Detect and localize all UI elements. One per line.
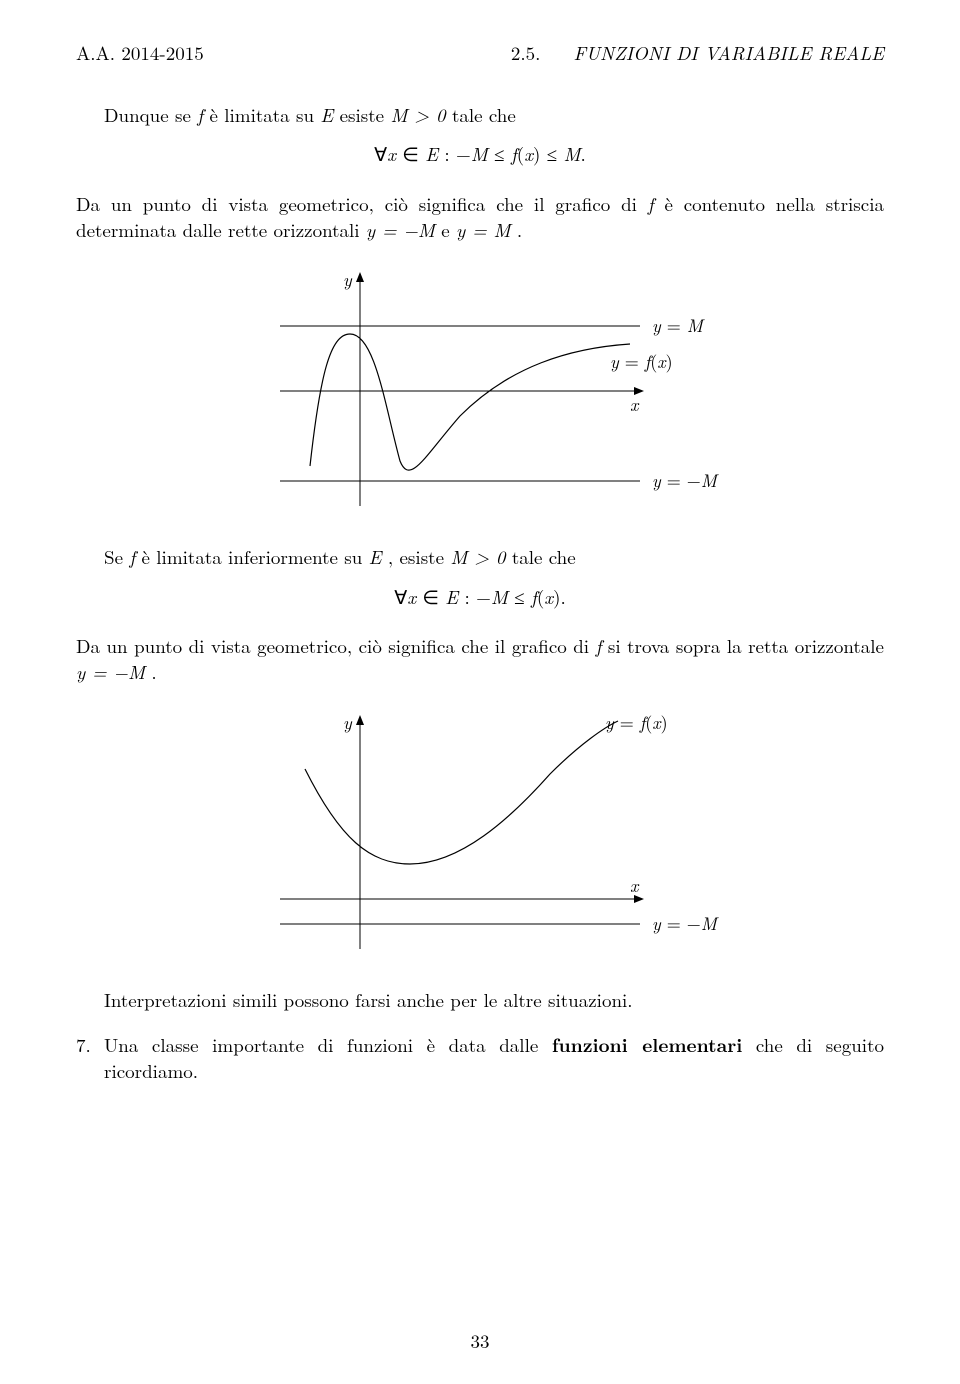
item7-text-a: Una classe importante di funzioni è data…: [104, 1031, 552, 1058]
svg-text:x: x: [630, 392, 640, 417]
p2-text-c: e: [441, 216, 456, 243]
svg-text:y = −M: y = −M: [652, 911, 720, 936]
p1-text-a: Dunque se: [104, 101, 197, 128]
p1-text-d: tale che: [452, 101, 516, 128]
equation-2: ∀x ∈ E : −M ≤ f(x).: [76, 584, 884, 610]
header-year: A.A. 2014-2015: [76, 39, 204, 66]
p4-text-c: .: [151, 658, 156, 685]
math-f-1: f: [197, 101, 203, 128]
p3-text-a: Se: [104, 543, 129, 570]
item7-bold: funzioni elementari: [552, 1030, 742, 1058]
paragraph-1: Dunque se f è limitata su E esiste M > 0…: [76, 102, 884, 128]
math-f-2: f: [648, 190, 654, 217]
header-section-number: 2.5.: [511, 39, 541, 66]
math-E-1: E: [320, 101, 333, 128]
figure-2: y x y = −M y = f(x): [210, 699, 750, 969]
svg-text:y = f(x): y = f(x): [610, 349, 673, 374]
p5-text: Interpretazioni simili possono farsi anc…: [104, 986, 633, 1013]
svg-text:x: x: [630, 873, 640, 898]
math-f-3: f: [129, 543, 135, 570]
paragraph-5: Interpretazioni simili possono farsi anc…: [76, 987, 884, 1013]
math-Mgt0-2: M > 0: [450, 543, 505, 570]
p2-text-d: .: [517, 216, 522, 243]
paragraph-4: Da un punto di vista geometrico, ciò sig…: [76, 633, 884, 684]
p1-text-b: è limitata su: [209, 101, 320, 128]
math-f-4: f: [596, 632, 602, 659]
list-item-7-number: 7.: [76, 1032, 104, 1083]
page-number: 33: [0, 1328, 960, 1354]
header-section-title: FUNZIONI DI VARIABILE REALE: [574, 39, 884, 66]
p4-text-a: Da un punto di vista geometrico, ciò sig…: [76, 632, 596, 659]
p4-text-b: si trova sopra la retta orizzontale: [608, 632, 884, 659]
paragraph-3: Se f è limitata inferiormente su E , esi…: [76, 544, 884, 570]
math-yminusM-2: y = −M: [76, 658, 145, 685]
svg-text:y = M: y = M: [652, 313, 706, 338]
page: A.A. 2014-2015 2.5. FUNZIONI DI VARIABIL…: [0, 0, 960, 1384]
header-right: 2.5. FUNZIONI DI VARIABILE REALE: [511, 40, 884, 66]
math-yminusM-1: y = −M: [366, 216, 435, 243]
p1-text-c: esiste: [340, 101, 391, 128]
p3-text-c: , esiste: [388, 543, 450, 570]
p3-text-d: tale che: [512, 543, 576, 570]
header-left: A.A. 2014-2015: [76, 40, 204, 66]
list-item-7: 7. Una classe importante di funzioni è d…: [76, 1032, 884, 1083]
svg-text:y: y: [343, 267, 353, 292]
paragraph-2: Da un punto di vista geometrico, ciò sig…: [76, 191, 884, 242]
svg-text:y: y: [343, 710, 353, 735]
page-header: A.A. 2014-2015 2.5. FUNZIONI DI VARIABIL…: [76, 40, 884, 66]
math-E-2: E: [369, 543, 382, 570]
svg-text:y = f(x): y = f(x): [605, 710, 668, 735]
math-yM-1: y = M: [456, 216, 510, 243]
svg-text:y = −M: y = −M: [652, 468, 720, 493]
p3-text-b: è limitata inferiormente su: [142, 543, 369, 570]
figure-1: y x y = M y = −M y = f(x): [210, 256, 750, 526]
p2-text-a: Da un punto di vista geometrico, ciò sig…: [76, 190, 648, 217]
math-Mgt0-1: M > 0: [390, 101, 445, 128]
list-item-7-body: Una classe importante di funzioni è data…: [104, 1032, 884, 1083]
equation-1: ∀x ∈ E : −M ≤ f(x) ≤ M.: [76, 141, 884, 167]
